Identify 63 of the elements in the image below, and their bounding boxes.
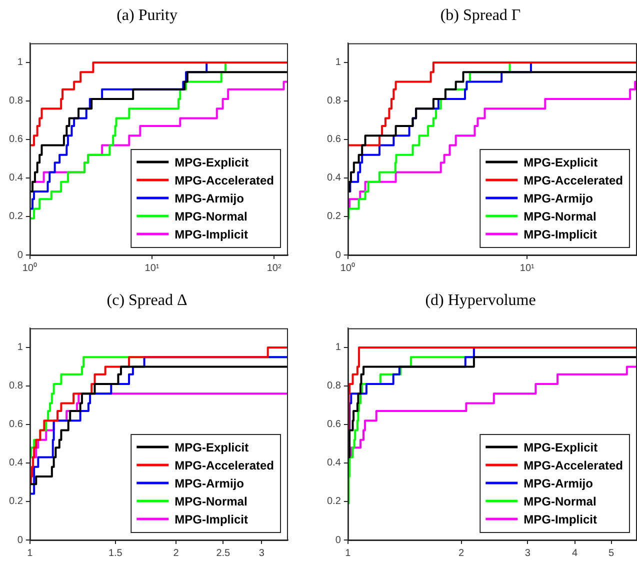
x-tick-label: 3 bbox=[258, 548, 265, 559]
legend-label: MPG-Implicit bbox=[174, 227, 248, 242]
y-tick-label: 0 bbox=[17, 250, 24, 261]
chart-title: (d) Hypervolume bbox=[425, 292, 536, 309]
y-tick-label: 0.6 bbox=[8, 134, 24, 146]
x-tick-label: 1.5 bbox=[108, 548, 123, 559]
legend-label: MPG-Accelerated bbox=[524, 458, 624, 472]
legend-label: MPG-Normal bbox=[174, 494, 248, 508]
y-tick-label: 0.6 bbox=[326, 419, 342, 430]
y-tick-label: 0.2 bbox=[8, 496, 24, 508]
legend-label: MPG-Implicit bbox=[524, 512, 597, 526]
y-tick-label: 0.4 bbox=[326, 172, 342, 184]
legend-label: MPG-Explicit bbox=[524, 440, 598, 454]
y-tick-label: 0.2 bbox=[326, 211, 342, 222]
legend-label: MPG-Normal bbox=[524, 494, 596, 508]
x-tick-label: 10¹ bbox=[144, 262, 160, 274]
legend-label: MPG-Armijo bbox=[174, 191, 244, 206]
legend-label: MPG-Armijo bbox=[524, 476, 593, 490]
legend-label: MPG-Normal bbox=[174, 209, 248, 224]
x-tick-label: 2 bbox=[173, 548, 180, 559]
chart-title: (c) Spread Δ bbox=[106, 292, 188, 309]
legend-label: MPG-Armijo bbox=[524, 191, 593, 206]
legend-label: MPG-Explicit bbox=[174, 155, 249, 170]
x-tick-label: 10² bbox=[266, 262, 282, 274]
y-tick-label: 0.6 bbox=[8, 419, 24, 430]
x-tick-label: 1 bbox=[345, 548, 352, 559]
y-tick-label: 0.4 bbox=[326, 458, 342, 469]
y-tick-label: 0.6 bbox=[326, 134, 342, 146]
x-tick-label: 3 bbox=[524, 548, 531, 559]
y-tick-label: 0.4 bbox=[8, 458, 24, 469]
chart-title: (b) Spread Γ bbox=[440, 6, 521, 24]
y-tick-label: 0.2 bbox=[326, 496, 342, 508]
legend-label: MPG-Implicit bbox=[174, 512, 248, 526]
x-tick-label: 10⁰ bbox=[340, 262, 356, 274]
y-tick-label: 0.8 bbox=[8, 380, 24, 392]
y-tick-label: 0.8 bbox=[326, 380, 342, 392]
y-tick-label: 0.8 bbox=[326, 96, 342, 107]
legend-label: MPG-Explicit bbox=[174, 440, 249, 454]
x-tick-label: 10⁰ bbox=[22, 262, 38, 274]
x-tick-label: 1 bbox=[27, 548, 34, 559]
legend-label: MPG-Accelerated bbox=[524, 173, 624, 188]
y-tick-label: 0 bbox=[335, 250, 342, 261]
y-tick-label: 0.2 bbox=[8, 211, 24, 222]
y-tick-label: 1 bbox=[335, 342, 342, 354]
legend-label: MPG-Explicit bbox=[524, 155, 598, 170]
legend-label: MPG-Accelerated bbox=[174, 458, 274, 472]
y-tick-label: 0 bbox=[335, 534, 342, 546]
x-tick-label: 4 bbox=[572, 548, 578, 559]
x-tick-label: 2.5 bbox=[216, 548, 231, 559]
legend-label: MPG-Armijo bbox=[174, 476, 244, 490]
y-tick-label: 1 bbox=[17, 57, 24, 68]
y-tick-label: 1 bbox=[17, 342, 24, 354]
legend-label: MPG-Normal bbox=[524, 209, 596, 224]
x-tick-label: 5 bbox=[608, 548, 615, 559]
y-tick-label: 0.8 bbox=[8, 96, 24, 107]
y-tick-label: 0.4 bbox=[8, 172, 24, 184]
legend-label: MPG-Accelerated bbox=[174, 173, 274, 188]
legend-label: MPG-Implicit bbox=[524, 227, 597, 242]
x-tick-label: 10¹ bbox=[520, 262, 536, 274]
y-tick-label: 1 bbox=[335, 57, 342, 68]
y-tick-label: 0 bbox=[17, 534, 24, 546]
chart-title: (a) Purity bbox=[116, 6, 178, 24]
x-tick-label: 2 bbox=[458, 548, 465, 559]
